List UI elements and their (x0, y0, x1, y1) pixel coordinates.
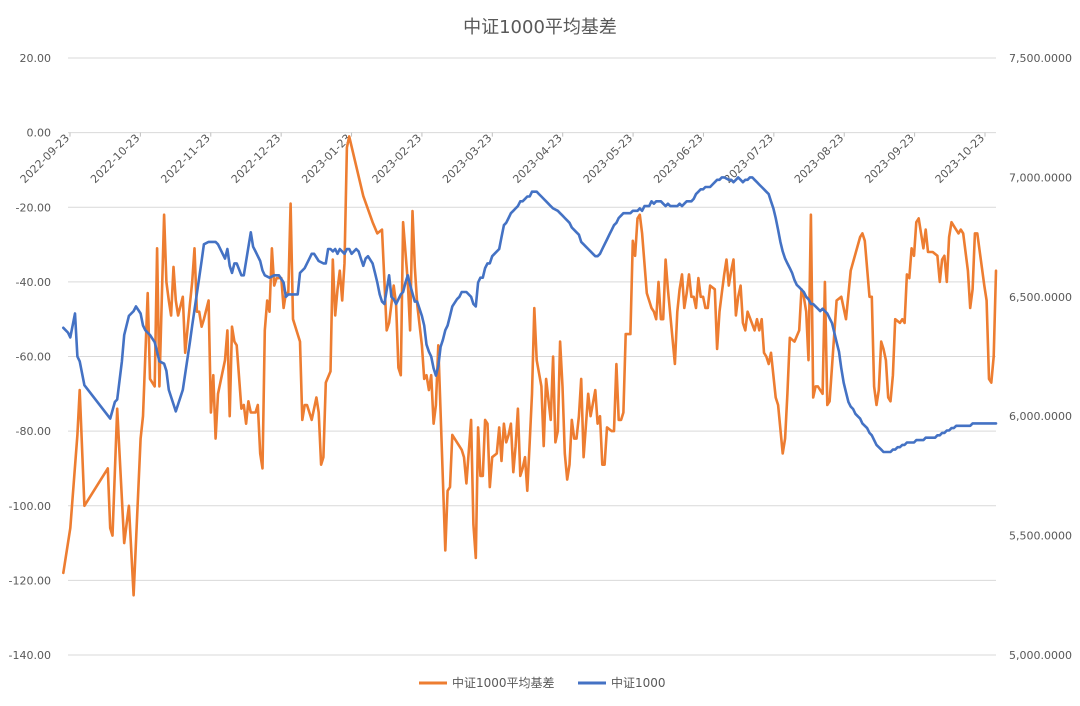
left-tick-label: -60.00 (16, 351, 51, 364)
legend: 中证1000平均基差 中证1000 (419, 675, 666, 690)
series-group (61, 135, 998, 597)
x-tick-label: 2023-09-23 (862, 132, 916, 186)
right-tick-label: 6,000.0000 (1009, 410, 1072, 423)
right-tick-label: 6,500.0000 (1009, 291, 1072, 304)
x-tick-label: 2023-05-23 (581, 132, 635, 186)
right-axis-ticks: 7,500.0000 7,000.0000 6,500.0000 6,000.0000… (1009, 52, 1072, 662)
x-tick-label: 2022-11-23 (158, 132, 212, 186)
left-tick-label: 0.00 (27, 127, 52, 140)
right-tick-label: 7,500.0000 (1009, 52, 1072, 65)
x-tick-label: 2023-08-23 (792, 132, 846, 186)
x-tick-label: 2023-04-23 (510, 132, 564, 186)
right-tick-label: 7,000.0000 (1009, 171, 1072, 184)
x-axis-ticks: 2022-09-23 2022-10-23 2022-11-23 2022-12-23… (18, 132, 987, 186)
left-tick-label: -140.00 (9, 649, 51, 662)
left-axis-ticks: 20.00 0.00 -20.00 -40.00 -60.00 -80.00 -100.00… (9, 52, 51, 662)
legend-label-index: 中证1000 (611, 675, 666, 690)
left-tick-label: -40.00 (16, 276, 51, 289)
left-tick-label: -100.00 (9, 500, 51, 513)
series-line-index (61, 176, 998, 454)
right-tick-label: 5,000.0000 (1009, 649, 1072, 662)
chart-title: 中证1000平均基差 (463, 17, 617, 38)
left-tick-label: -120.00 (9, 574, 51, 587)
x-tick-label: 2023-06-23 (651, 132, 705, 186)
right-tick-label: 5,500.0000 (1009, 530, 1072, 543)
left-tick-label: -80.00 (16, 425, 51, 438)
x-tick-label: 2023-10-23 (933, 132, 987, 186)
legend-label-basis: 中证1000平均基差 (452, 675, 555, 690)
left-tick-label: -20.00 (16, 201, 51, 214)
x-tick-label: 2023-02-23 (370, 132, 424, 186)
x-tick-label: 2022-09-23 (18, 132, 72, 186)
left-tick-label: 20.00 (20, 52, 52, 65)
x-tick-label: 2023-03-23 (440, 132, 494, 186)
x-tick-label: 2022-12-23 (229, 132, 283, 186)
x-tick-label: 2022-10-23 (88, 132, 142, 186)
series-line-basis (61, 135, 998, 597)
